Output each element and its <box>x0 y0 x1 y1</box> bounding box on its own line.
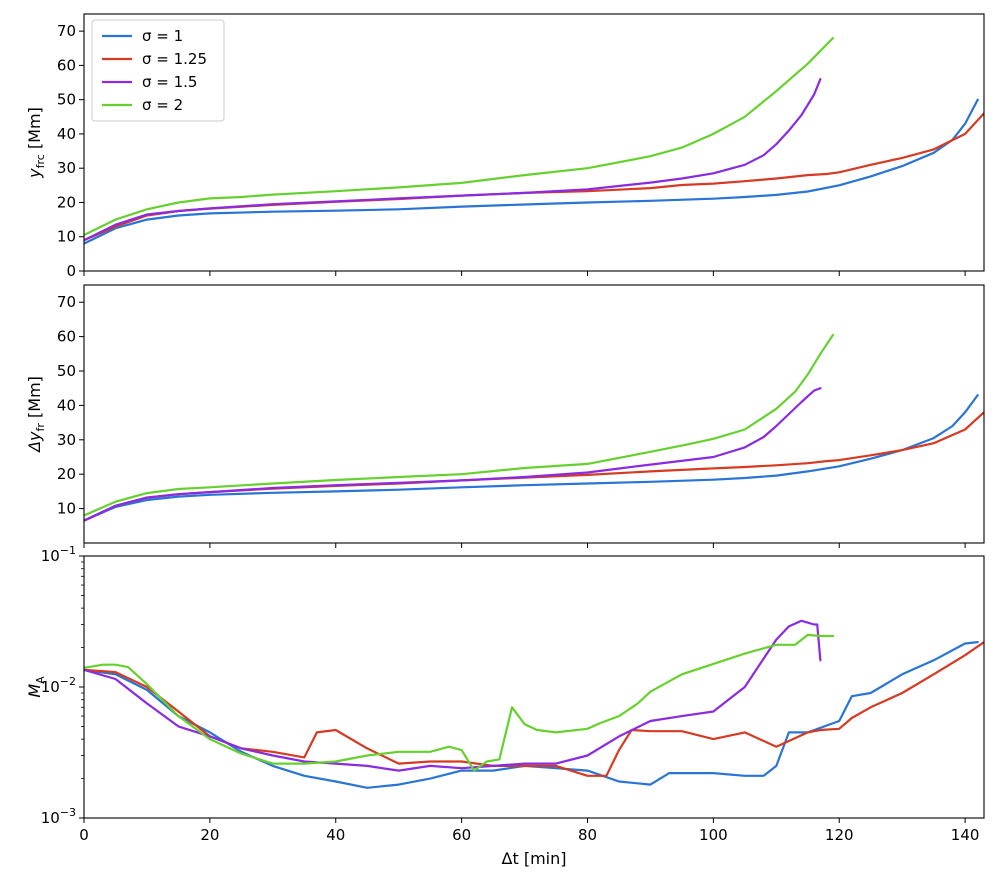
y-tick-label: 40 <box>57 125 76 143</box>
x-tick-label: 100 <box>699 826 728 844</box>
axes-frame <box>83 284 985 544</box>
y-axis-label: Δyfr [Mm] <box>25 376 47 454</box>
x-axis-label: Δt [min] <box>502 849 567 868</box>
series-line-3 <box>84 78 822 242</box>
series-group <box>84 333 984 522</box>
series-line-4 <box>84 633 835 772</box>
y-tick-label: 20 <box>57 465 76 483</box>
legend: σ = 1 σ = 1.25 σ = 1.5 σ = 2 <box>91 19 225 122</box>
y-tick-label: 10−3 <box>41 806 76 827</box>
legend-label: σ = 1 <box>142 27 183 45</box>
y-tick-label: 70 <box>57 22 76 40</box>
series-line-1 <box>84 98 979 245</box>
series-line-2 <box>84 641 984 777</box>
axes-frame <box>83 555 985 819</box>
series-line-2 <box>84 112 984 242</box>
y-tick-label: 10 <box>57 500 76 518</box>
y-tick-label: 30 <box>57 159 76 177</box>
y-axis-label: MA <box>25 676 47 698</box>
y-tick-label: 10−1 <box>41 544 76 565</box>
legend-label: σ = 1.25 <box>142 50 207 68</box>
series-group <box>84 36 984 245</box>
x-tick-label: 140 <box>951 826 980 844</box>
y-tick-label: 50 <box>57 362 76 380</box>
legend-label: σ = 1.5 <box>142 73 197 91</box>
x-tick-label: 80 <box>578 826 597 844</box>
series-group <box>84 619 984 789</box>
y-tick-label: 50 <box>57 91 76 109</box>
y-tick-label: 60 <box>57 328 76 346</box>
x-tick-label: 60 <box>452 826 471 844</box>
legend-label: σ = 2 <box>142 96 183 114</box>
series-line-3 <box>84 619 822 772</box>
y-tick-label: 10 <box>57 228 76 246</box>
x-tick-label: 40 <box>326 826 345 844</box>
axes-frame <box>83 13 985 272</box>
y-axis-label: yfrc [Mm] <box>25 107 47 179</box>
panel-2: 10 20 30 40 50 60 70 Δyfr [Mm] <box>25 284 985 548</box>
y-tick-label: 20 <box>57 193 76 211</box>
x-tick-label: 120 <box>825 826 854 844</box>
series-line-4 <box>84 333 835 517</box>
series-line-3 <box>84 387 822 522</box>
series-line-1 <box>84 394 979 522</box>
y-tick-label: 30 <box>57 431 76 449</box>
x-tick-label: 0 <box>79 826 89 844</box>
y-tick-label: 70 <box>57 293 76 311</box>
x-tick-label: 20 <box>200 826 219 844</box>
series-line-4 <box>84 36 835 237</box>
y-tick-label: 0 <box>66 262 76 280</box>
y-tick-label: 40 <box>57 396 76 414</box>
y-tick-label: 60 <box>57 56 76 74</box>
